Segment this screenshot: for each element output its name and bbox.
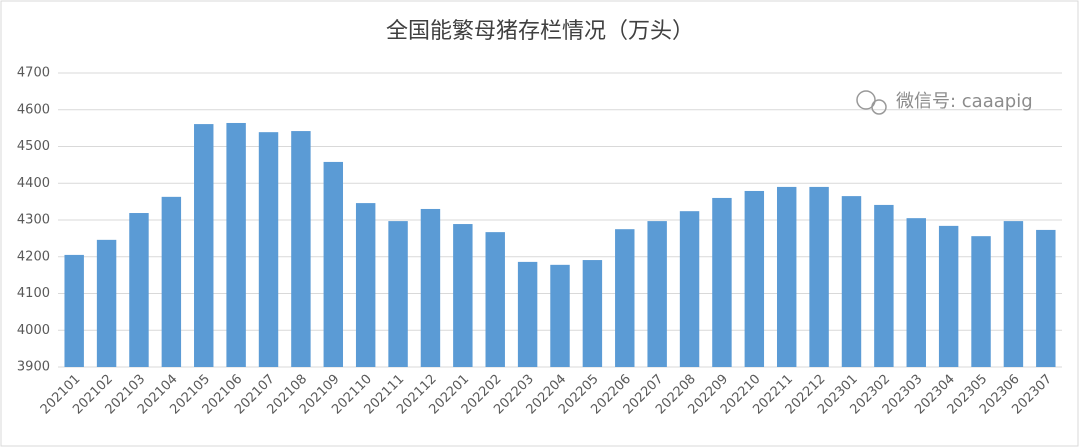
bar: [841, 196, 862, 367]
y-tick-label: 3900: [17, 360, 50, 375]
bar: [679, 211, 700, 367]
bar: [1003, 221, 1024, 367]
y-tick-label: 4600: [17, 102, 50, 117]
bar: [517, 261, 538, 367]
bar: [485, 232, 505, 367]
bar: [809, 186, 829, 367]
y-tick-label: 4500: [17, 139, 50, 154]
y-tick-label: 4700: [17, 66, 50, 81]
bar: [712, 197, 732, 367]
y-tick-label: 4100: [17, 286, 50, 301]
watermark-group: 微信号: caaapig: [856, 90, 1033, 115]
bar: [615, 229, 635, 367]
bar: [776, 186, 797, 367]
bar: [647, 221, 667, 367]
bar: [388, 221, 408, 367]
y-tick-label: 4300: [17, 213, 50, 228]
y-tick-label: 4000: [17, 323, 50, 338]
bar: [906, 218, 926, 367]
watermark-icon: [856, 90, 876, 110]
bar: [1036, 229, 1056, 367]
watermark-icon: [871, 99, 887, 115]
bar: [194, 124, 214, 368]
bar: [744, 190, 765, 367]
chart-title: 全国能繁母猪存栏情况（万头）: [386, 19, 694, 44]
bar: [582, 260, 603, 367]
y-tick-label: 4200: [17, 249, 50, 264]
bar: [323, 161, 344, 367]
bar: [161, 196, 182, 367]
bar: [226, 122, 246, 367]
bar: [258, 132, 279, 367]
bar: [291, 131, 311, 367]
bar: [129, 213, 149, 367]
bar: [550, 264, 570, 367]
bar: [420, 208, 441, 367]
watermark: 微信号: caaapig: [896, 91, 1033, 112]
bar: [874, 204, 894, 367]
bar: [971, 236, 991, 367]
y-tick-label: 4400: [17, 176, 50, 191]
bar: [453, 224, 473, 367]
bar: [938, 225, 959, 367]
bar: [355, 203, 376, 367]
bar: [64, 254, 84, 367]
bar: [96, 239, 117, 367]
